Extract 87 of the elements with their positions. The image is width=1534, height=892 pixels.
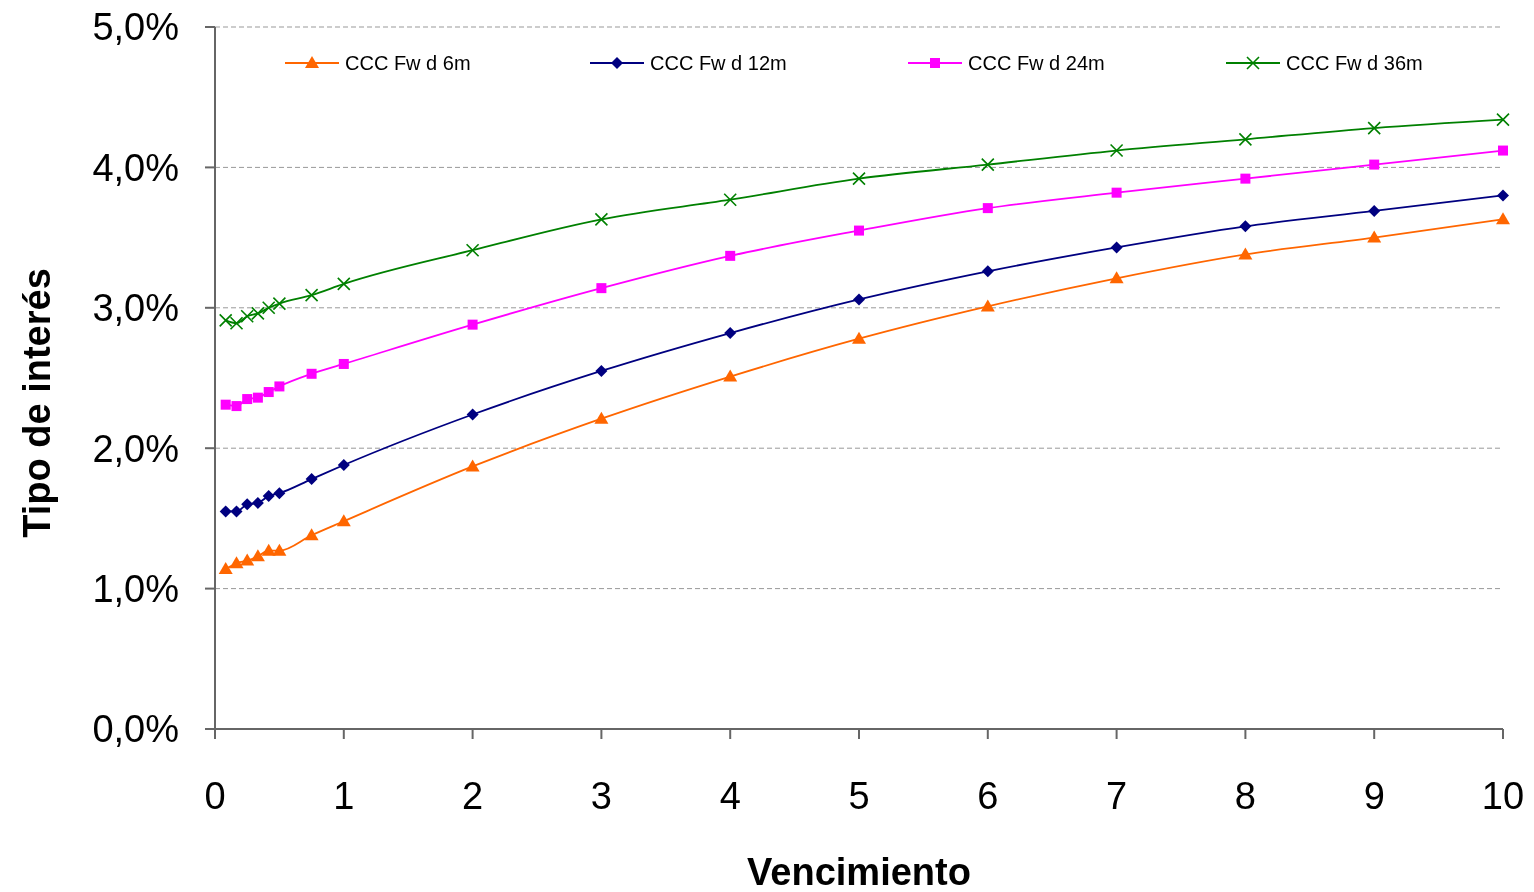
point (272, 296, 287, 311)
point (304, 528, 319, 541)
point (338, 358, 349, 369)
point (240, 553, 255, 566)
x-tick-label: 5 (848, 775, 870, 817)
point (273, 487, 286, 500)
point (261, 543, 276, 556)
point (1498, 145, 1508, 156)
point (723, 369, 738, 382)
point (981, 157, 995, 172)
point (252, 392, 263, 403)
x-tick-label: 2 (462, 775, 484, 817)
point (465, 243, 480, 258)
point (250, 549, 265, 562)
point (1238, 247, 1253, 260)
x-tick-label: 6 (977, 775, 999, 817)
point (251, 496, 264, 509)
point (1111, 187, 1122, 198)
point (467, 319, 478, 330)
x-tick-label: 9 (1363, 775, 1385, 817)
y-tick-label: 0,0% (92, 708, 179, 751)
point (982, 203, 993, 214)
point (241, 498, 254, 511)
point (1109, 143, 1124, 158)
point (853, 293, 865, 306)
point (304, 288, 319, 302)
point (981, 265, 994, 278)
legend-label: CCC Fw d 12m (650, 52, 787, 74)
point (336, 514, 351, 527)
point (594, 411, 609, 424)
point (852, 331, 866, 344)
legend-label: CCC Fw d 36m (1286, 52, 1423, 74)
x-tick-label: 1 (333, 775, 355, 817)
point (596, 283, 607, 294)
point (466, 408, 479, 421)
x-tick-label: 8 (1234, 775, 1256, 817)
y-tick-label: 1,0% (92, 567, 179, 610)
point (723, 192, 737, 207)
point (594, 212, 609, 227)
point (263, 387, 274, 398)
legend-label: CCC Fw d 24m (968, 52, 1105, 74)
y-tick-label: 4,0% (92, 146, 179, 189)
point (595, 364, 608, 377)
point (725, 250, 736, 261)
y-axis-title: Tipo de interés (16, 268, 58, 538)
point (854, 225, 864, 236)
y-tick-label: 2,0% (92, 427, 179, 470)
point (220, 399, 231, 410)
point (230, 505, 243, 518)
point (272, 543, 287, 556)
point (274, 381, 285, 392)
point (1239, 220, 1252, 233)
point (306, 368, 317, 379)
point (337, 277, 351, 291)
point (261, 301, 276, 315)
point (337, 459, 350, 472)
y-tick-label: 5,0% (92, 6, 179, 49)
y-tick-label: 3,0% (92, 287, 179, 330)
point (1496, 112, 1510, 127)
x-tick-label: 0 (204, 775, 226, 817)
point (1369, 159, 1380, 170)
point (219, 505, 232, 518)
x-tick-label: 10 (1481, 775, 1525, 817)
point (242, 394, 253, 405)
point (852, 171, 866, 186)
point (465, 459, 480, 472)
point (229, 556, 244, 569)
point (1240, 173, 1251, 184)
point (1109, 271, 1124, 284)
x-tick-label: 7 (1106, 775, 1128, 817)
x-tick-label: 4 (719, 775, 741, 817)
legend-label: CCC Fw d 6m (345, 52, 471, 74)
x-axis-title: Vencimiento (747, 851, 971, 892)
point (1496, 212, 1510, 225)
point (980, 299, 995, 312)
x-tick-label: 3 (590, 775, 612, 817)
point (1238, 132, 1253, 147)
point (1368, 204, 1381, 217)
point (1367, 230, 1382, 243)
point (262, 489, 275, 502)
point (1367, 121, 1381, 135)
point (724, 327, 737, 340)
point (231, 401, 242, 412)
point (218, 561, 233, 574)
point (1497, 189, 1509, 202)
point (305, 473, 318, 486)
point (1110, 241, 1123, 254)
